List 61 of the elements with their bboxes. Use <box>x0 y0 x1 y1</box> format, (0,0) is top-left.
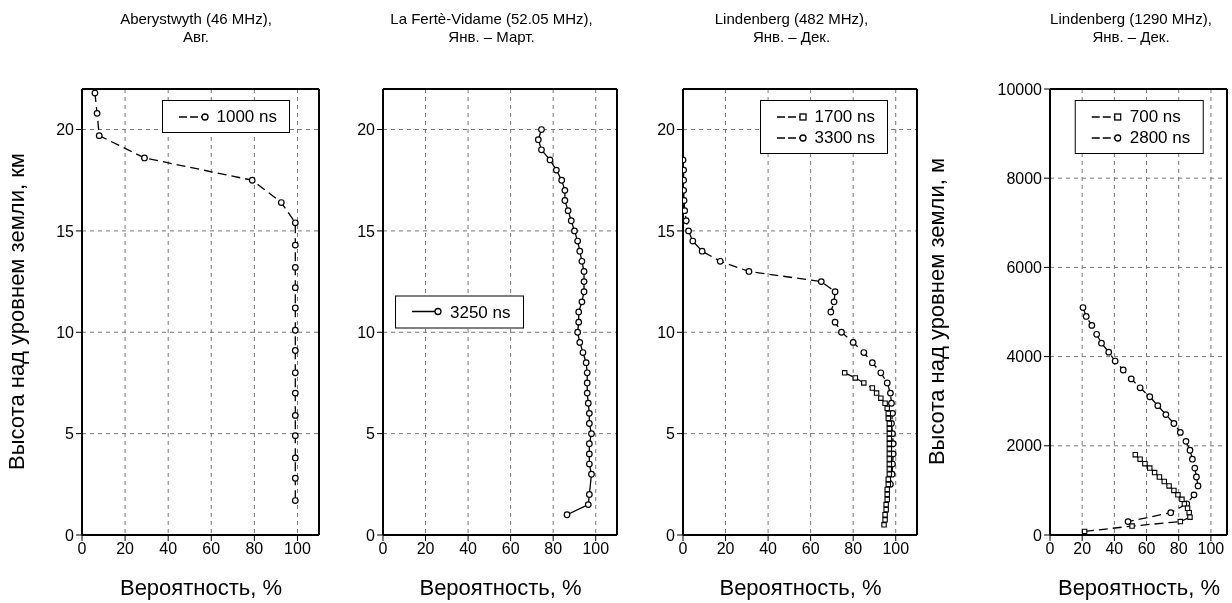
x-axis-title: Вероятность, % <box>118 575 284 601</box>
x-tick-label: 0 <box>77 540 87 558</box>
legend-label: 3250 ns <box>450 301 511 322</box>
y-tick-label: 15 <box>357 222 376 240</box>
x-tick-label: 20 <box>716 540 735 558</box>
x-tick-label: 100 <box>882 540 910 558</box>
legend-label: 1000 ns <box>216 106 277 127</box>
y-tick-label: 2000 <box>1006 437 1043 455</box>
y-tick-label: 5 <box>65 425 75 443</box>
y-tick-label: 5 <box>666 425 676 443</box>
chart-title: Aberystwyth (46 MHz), Авг. <box>120 10 272 46</box>
y-tick-label: 6000 <box>1006 259 1043 277</box>
x-tick-label: 60 <box>501 540 520 558</box>
x-tick-label: 100 <box>582 540 610 558</box>
y-tick-label: 0 <box>65 526 75 544</box>
legend-label: 1700 ns <box>814 106 875 127</box>
y-tick-label: 10 <box>56 323 75 341</box>
y-tick-label: 20 <box>357 121 376 139</box>
x-tick-label: 40 <box>159 540 178 558</box>
legend-label: 700 ns <box>1129 106 1181 127</box>
y-axis-title: Высота над уровнем земли, м <box>923 157 949 466</box>
y-tick-label: 0 <box>1033 526 1043 544</box>
y-tick-label: 10 <box>357 323 376 341</box>
y-tick-label: 5 <box>366 425 376 443</box>
x-tick-label: 80 <box>544 540 563 558</box>
y-tick-label: 20 <box>657 121 676 139</box>
x-tick-label: 40 <box>1105 540 1124 558</box>
y-tick-label: 10 <box>657 323 676 341</box>
y-tick-label: 10000 <box>997 80 1043 98</box>
x-tick-label: 80 <box>1169 540 1188 558</box>
x-tick-label: 80 <box>844 540 863 558</box>
x-axis-title: Вероятность, % <box>418 575 583 601</box>
x-axis-title: Вероятность, % <box>1056 575 1222 601</box>
x-tick-label: 60 <box>202 540 221 558</box>
x-tick-label: 60 <box>801 540 820 558</box>
x-tick-label: 0 <box>378 540 388 558</box>
x-axis-title: Вероятность, % <box>718 575 883 601</box>
x-tick-label: 20 <box>116 540 135 558</box>
x-tick-label: 0 <box>678 540 688 558</box>
y-tick-label: 0 <box>366 526 376 544</box>
y-tick-label: 8000 <box>1006 169 1043 187</box>
y-axis-title: Высота над уровнем земли, км <box>3 153 29 470</box>
y-tick-label: 4000 <box>1006 348 1043 366</box>
x-tick-label: 20 <box>416 540 435 558</box>
legend-label: 2800 ns <box>1129 127 1191 148</box>
y-tick-label: 0 <box>666 526 676 544</box>
x-tick-label: 40 <box>759 540 778 558</box>
y-tick-label: 15 <box>657 222 676 240</box>
x-tick-label: 100 <box>284 540 311 558</box>
legend-label: 3300 ns <box>814 127 875 148</box>
x-tick-label: 40 <box>459 540 478 558</box>
y-tick-label: 15 <box>56 222 75 240</box>
x-tick-label: 60 <box>1137 540 1156 558</box>
chart-title: La Fertè-Vidame (52.05 MHz), Янв. – Март. <box>390 10 593 46</box>
chart-title: Lindenberg (1290 MHz), Янв. – Дек. <box>1050 10 1212 46</box>
x-tick-label: 20 <box>1073 540 1092 558</box>
y-tick-label: 20 <box>56 121 75 139</box>
chart-title: Lindenberg (482 MHz), Янв. – Дек. <box>714 10 869 46</box>
x-tick-label: 100 <box>1197 540 1225 558</box>
x-tick-label: 0 <box>1045 540 1055 558</box>
x-tick-label: 80 <box>245 540 264 558</box>
